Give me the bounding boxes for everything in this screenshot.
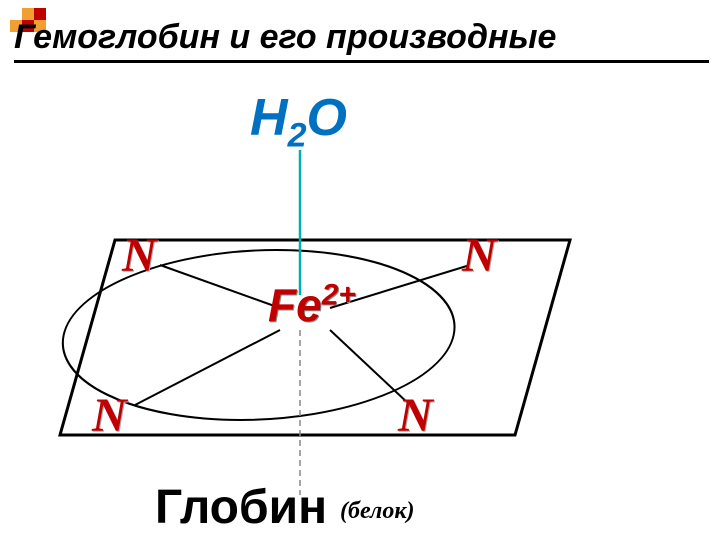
diagram-svg: [10, 70, 710, 530]
h2o-H: H: [250, 89, 288, 147]
label-fe: Fe2+: [268, 278, 356, 332]
fe-text: Fe: [268, 279, 322, 331]
n-bottom-left: N: [92, 388, 127, 443]
h2o-O: O: [306, 89, 346, 147]
label-globin: Глобин: [155, 480, 327, 535]
fe-sup: 2+: [322, 279, 356, 312]
n-top-right: N: [462, 228, 497, 283]
label-belok: (белок): [340, 498, 415, 525]
page-title: Гемоглобин и его производные: [14, 18, 556, 57]
hemoglobin-diagram: H2O Fe2+ N N N N Глобин (белок): [10, 70, 710, 530]
n-bottom-right: N: [398, 388, 433, 443]
label-h2o: H2O: [250, 88, 347, 155]
title-underline: [14, 60, 709, 63]
n-top-left: N: [122, 228, 157, 283]
h2o-sub: 2: [288, 116, 307, 154]
